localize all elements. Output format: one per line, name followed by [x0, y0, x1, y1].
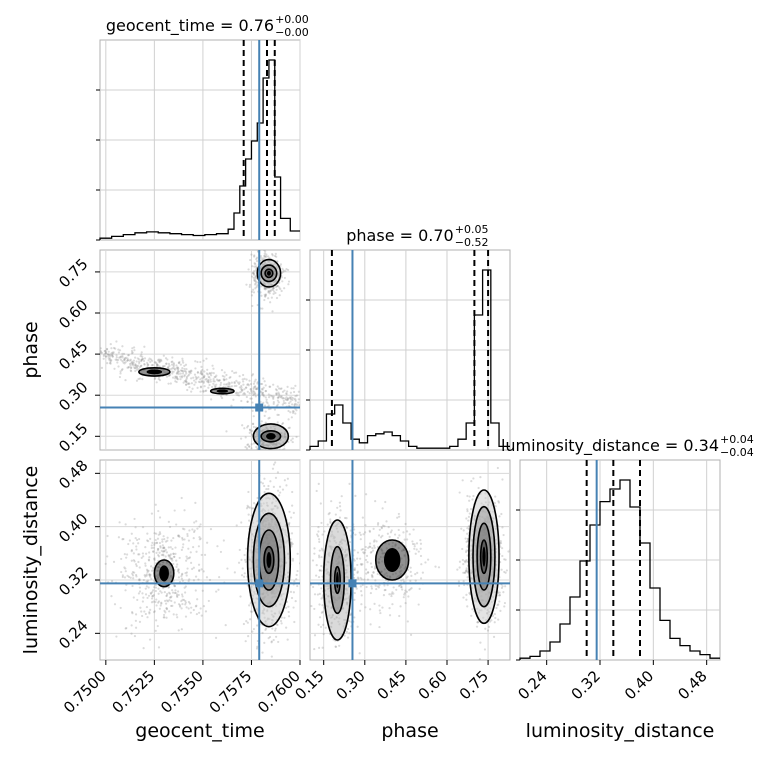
y-tick-label: 0.45 [55, 337, 91, 373]
density-peak [383, 548, 401, 572]
x-tick-label: 0.45 [374, 667, 410, 703]
density-peak [146, 369, 163, 375]
y-tick-label: 0.30 [55, 378, 91, 414]
density-peak [159, 565, 169, 582]
x-tick-label: 0.7525 [109, 667, 159, 717]
title-minus: −0.00 [275, 26, 309, 39]
x-tick-label: 0.32 [568, 667, 604, 703]
density-peak [336, 572, 339, 588]
panel-hist-phase: phase = 0.70 +0.05−0.52 [306, 223, 511, 451]
y-tick-label: 0.40 [55, 510, 91, 546]
y-tick-label: 0.24 [55, 616, 91, 652]
y-axis-label: phase [20, 321, 42, 378]
x-tick-label: 0.48 [674, 667, 710, 703]
y-tick-label: 0.15 [55, 419, 91, 455]
x-axis-label: phase [381, 720, 438, 742]
density-peak [216, 389, 229, 393]
panel-frame [309, 459, 511, 661]
title-minus: −0.52 [455, 236, 489, 249]
x-tick-label: 0.7500 [60, 667, 110, 717]
hist-line [99, 59, 300, 240]
truth-marker [255, 579, 264, 588]
hist-line [519, 479, 720, 660]
density-peak [266, 433, 276, 440]
density-peak [482, 546, 486, 567]
y-tick-label: 0.60 [55, 296, 91, 332]
x-axis-label: geocent_time [135, 720, 264, 742]
truth-marker [348, 579, 357, 588]
panel-2d-geocent_time-luminosity_distance [99, 459, 301, 661]
y-tick-label: 0.75 [55, 255, 91, 291]
truth-marker [255, 403, 264, 412]
density-peak [266, 270, 271, 276]
panel-2d-phase-luminosity_distance [309, 459, 511, 661]
panel-hist-luminosity_distance: luminosity_distance = 0.34 +0.04−0.04 [501, 433, 754, 661]
x-tick-label: 0.60 [415, 667, 451, 703]
y-tick-label: 0.32 [55, 563, 91, 599]
panel-title: luminosity_distance = 0.34 [501, 436, 719, 456]
panel-hist-geocent_time: geocent_time = 0.76 +0.00−0.00 [96, 13, 309, 241]
x-axis-label: luminosity_distance [526, 720, 715, 742]
panel-2d-geocent_time-phase [99, 249, 301, 451]
x-tick-label: 0.7550 [157, 667, 207, 717]
x-tick-label: 0.24 [514, 667, 550, 703]
x-tick-label: 0.7575 [206, 667, 256, 717]
panel-title: geocent_time = 0.76 [106, 16, 274, 36]
x-tick-label: 0.75 [456, 667, 492, 703]
title-plus: +0.05 [455, 223, 489, 236]
title-minus: −0.04 [720, 446, 754, 459]
panel-title: phase = 0.70 [346, 226, 453, 245]
x-tick-label: 0.40 [621, 667, 657, 703]
y-axis-label: luminosity_distance [20, 466, 42, 655]
title-plus: +0.04 [720, 433, 754, 446]
x-tick-label: 0.15 [291, 667, 327, 703]
hist-line [309, 269, 510, 450]
x-tick-label: 0.30 [332, 667, 368, 703]
y-tick-label: 0.48 [55, 456, 91, 492]
density-peak [266, 552, 272, 568]
title-plus: +0.00 [275, 13, 309, 26]
